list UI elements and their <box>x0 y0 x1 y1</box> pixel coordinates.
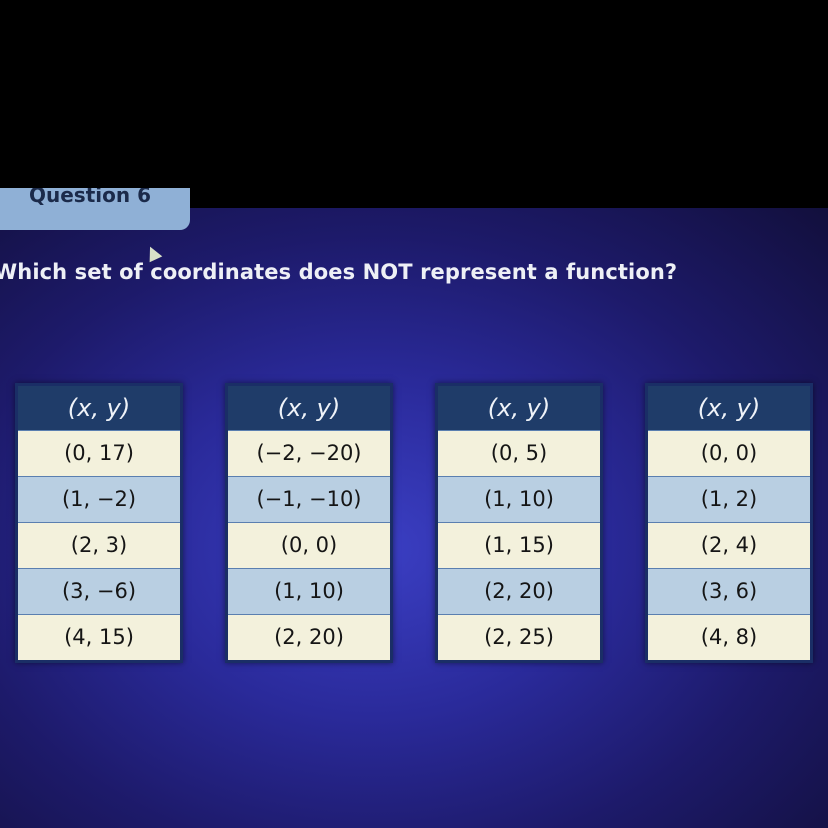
table-header: (x, y) <box>18 386 180 430</box>
table-row: (2, 20) <box>438 568 600 614</box>
table-row: (4, 8) <box>648 614 810 660</box>
table-row: (1, 10) <box>438 476 600 522</box>
answer-choice-table-1[interactable]: (x, y) (0, 17) (1, −2) (2, 3) (3, −6) (4, 15) <box>15 383 183 663</box>
table-row: (2, 20) <box>228 614 390 660</box>
answer-choice-table-4[interactable]: (x, y) (0, 0) (1, 2) (2, 4) (3, 6) (4, 8) <box>645 383 813 663</box>
table-header: (x, y) <box>438 386 600 430</box>
table-row: (2, 25) <box>438 614 600 660</box>
table-row: (2, 4) <box>648 522 810 568</box>
table-row: (1, 15) <box>438 522 600 568</box>
question-number-tab: Question 6 <box>0 188 190 230</box>
table-row: (0, 0) <box>648 430 810 476</box>
table-row: (−1, −10) <box>228 476 390 522</box>
table-header: (x, y) <box>228 386 390 430</box>
table-row: (1, 10) <box>228 568 390 614</box>
table-row: (3, 6) <box>648 568 810 614</box>
question-text: Which set of coordinates does NOT repres… <box>0 260 678 284</box>
answer-choice-table-2[interactable]: (x, y) (−2, −20) (−1, −10) (0, 0) (1, 10) (2,… <box>225 383 393 663</box>
table-row: (0, 5) <box>438 430 600 476</box>
table-row: (1, 2) <box>648 476 810 522</box>
table-row: (0, 17) <box>18 430 180 476</box>
table-row: (3, −6) <box>18 568 180 614</box>
answer-choice-table-3[interactable]: (x, y) (0, 5) (1, 10) (1, 15) (2, 20) (2, 25) <box>435 383 603 663</box>
table-row: (1, −2) <box>18 476 180 522</box>
table-row: (0, 0) <box>228 522 390 568</box>
quiz-screen: Question 6 Which set of coordinates does… <box>0 188 828 828</box>
table-header: (x, y) <box>648 386 810 430</box>
table-row: (2, 3) <box>18 522 180 568</box>
table-row: (4, 15) <box>18 614 180 660</box>
question-number-label: Question 6 <box>29 188 151 207</box>
table-row: (−2, −20) <box>228 430 390 476</box>
